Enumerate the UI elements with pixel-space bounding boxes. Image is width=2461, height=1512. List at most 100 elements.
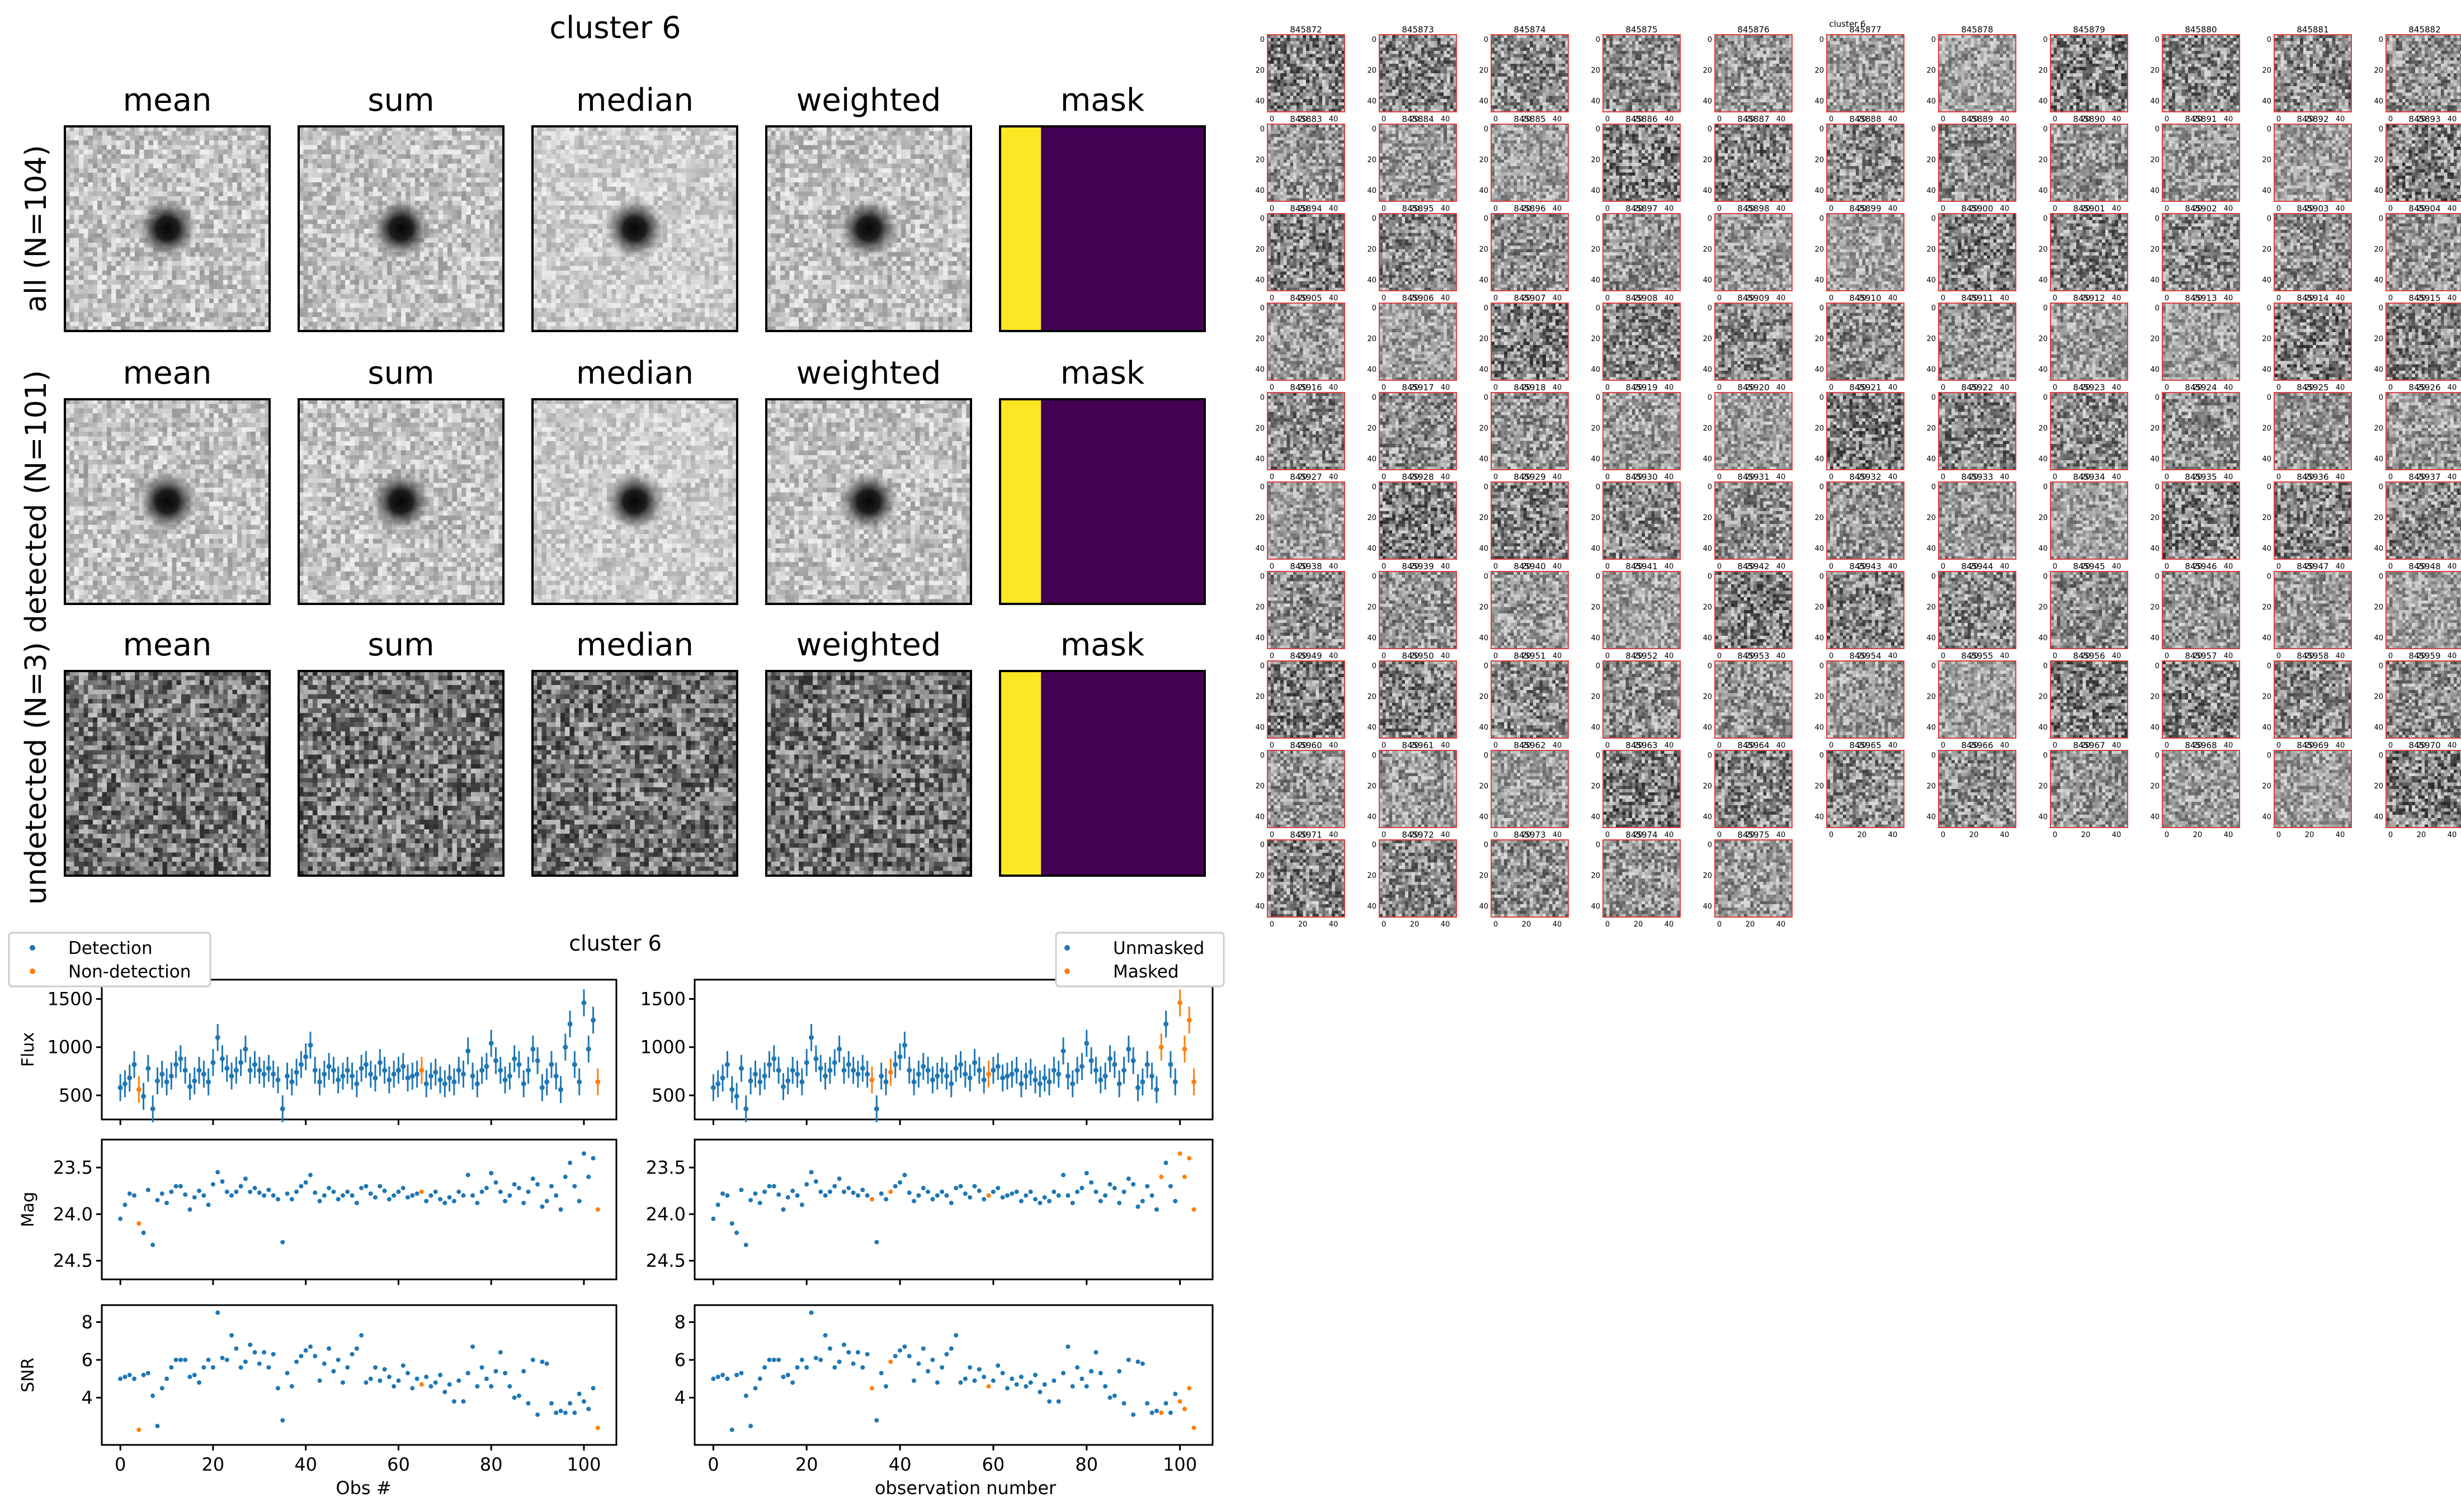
cutout-x-tick: 0	[1493, 205, 1498, 213]
data-point	[1182, 1174, 1187, 1179]
data-point	[229, 1073, 234, 1079]
cutout-y-tick: 20	[2262, 603, 2271, 612]
data-point	[799, 1357, 804, 1362]
cutout-x-tick: 20	[2193, 741, 2203, 750]
cutout-x-tick: 20	[1746, 384, 1755, 392]
stack-figure: cluster 6 all (N=104)mean sum median weight…	[20, 10, 1206, 905]
data-point	[734, 1230, 739, 1235]
cutout-x-tick: 40	[1329, 563, 1338, 571]
data-point	[1028, 1189, 1033, 1194]
cutout-y-tick: 20	[1591, 156, 1600, 164]
cutout-y-tick: 40	[1479, 545, 1488, 553]
cutout-image	[1827, 35, 1904, 112]
cutout-x-tick: 20	[1410, 473, 1420, 481]
data-point	[539, 1085, 545, 1090]
cutout-x-tick: 20	[1410, 563, 1420, 571]
cutout-y-tick: 20	[2262, 514, 2271, 522]
cutout-id-label: 845893	[2408, 114, 2440, 124]
data-point	[1168, 1410, 1173, 1415]
column-title: mask	[1060, 627, 1145, 663]
data-point	[1010, 1191, 1015, 1196]
data-point	[326, 1064, 332, 1069]
data-point	[122, 1374, 128, 1379]
data-point	[1116, 1081, 1122, 1086]
cutout-y-tick: 0	[2155, 483, 2160, 492]
cutout-frame	[1491, 303, 1569, 381]
cutout-image	[2162, 303, 2240, 380]
data-point	[1191, 1079, 1197, 1085]
data-point	[753, 1191, 758, 1196]
cutout-image	[1491, 35, 1568, 112]
cutout-x-tick: 40	[2112, 384, 2121, 392]
cutout-id-label: 845968	[2185, 740, 2217, 750]
data-point	[912, 1378, 917, 1383]
cutout-x-tick: 20	[1410, 115, 1420, 124]
cutout-y-tick: 0	[2379, 394, 2383, 402]
data-point	[252, 1185, 257, 1190]
data-point	[1052, 1378, 1057, 1383]
cutout-x-tick: 40	[1329, 473, 1338, 481]
data-point	[977, 1188, 982, 1193]
cutout-x-tick: 20	[1298, 384, 1308, 392]
cutout-y-tick: 0	[2379, 752, 2383, 760]
cutout-frame	[1267, 213, 1345, 291]
cutout-frame	[2274, 660, 2352, 739]
cutout-y-tick: 20	[2150, 693, 2160, 701]
cutout-x-tick: 0	[2276, 205, 2281, 213]
cutout-frame	[1826, 303, 1904, 381]
cutout-x-tick: 0	[1382, 652, 1386, 660]
cutout-y-tick: 40	[1255, 903, 1265, 911]
cutout-y-tick: 40	[2262, 634, 2271, 642]
cutout-frame	[1602, 34, 1681, 112]
cutout-y-tick: 0	[2155, 125, 2160, 134]
cutout-y-tick: 0	[2379, 36, 2383, 44]
data-point	[238, 1184, 243, 1189]
data-point	[757, 1376, 762, 1381]
cutout-y-tick: 0	[1931, 483, 1936, 492]
data-point	[879, 1371, 884, 1376]
cutout-x-tick: 0	[1493, 920, 1498, 929]
data-point	[247, 1067, 253, 1073]
cutout-y-tick: 0	[2043, 483, 2048, 492]
data-point	[766, 1062, 772, 1067]
cutout-id-label: 845946	[2185, 561, 2217, 571]
cutout-y-tick: 40	[1255, 813, 1265, 821]
data-point	[785, 1373, 790, 1377]
cutout-x-tick: 40	[2336, 741, 2345, 750]
data-point	[169, 1189, 174, 1194]
cutout-y-tick: 40	[1367, 455, 1376, 464]
data-point	[869, 1077, 875, 1083]
data-point	[795, 1365, 800, 1370]
cutout-y-tick: 20	[1926, 67, 1936, 75]
cutout-y-tick: 20	[2150, 335, 2160, 343]
data-point	[1005, 1193, 1010, 1198]
cutout-y-tick: 40	[2038, 366, 2048, 374]
data-point	[192, 1195, 197, 1200]
data-point	[544, 1361, 549, 1366]
cutout-x-tick: 20	[1969, 205, 1979, 213]
cutout-y-tick: 20	[1255, 693, 1265, 701]
cutout-id-label: 845949	[1290, 651, 1322, 661]
data-point	[902, 1173, 907, 1178]
data-point	[224, 1357, 229, 1362]
data-point	[790, 1188, 795, 1193]
data-point	[382, 1367, 387, 1372]
cutout-y-tick: 40	[1926, 724, 1936, 732]
cutout-x-tick: 40	[2112, 563, 2121, 571]
data-point	[257, 1361, 262, 1366]
cutout-y-tick: 20	[2038, 514, 2048, 522]
data-point	[996, 1185, 1001, 1190]
data-point	[1168, 1062, 1173, 1067]
cutout-image	[2050, 393, 2128, 470]
data-point	[1089, 1369, 1094, 1374]
cutout-x-tick: 20	[2193, 473, 2203, 481]
cutout-image	[2274, 393, 2351, 470]
cutout-x-tick: 0	[1605, 831, 1610, 839]
cutout-id-label: 845935	[2185, 472, 2217, 482]
data-point	[581, 1399, 586, 1404]
data-point	[1042, 1382, 1047, 1387]
cutout-y-tick: 40	[2374, 455, 2383, 464]
cutout-x-tick: 0	[1941, 473, 1945, 481]
cutout-id-label: 845914	[2297, 293, 2328, 303]
cutout-x-tick: 0	[1270, 205, 1274, 213]
